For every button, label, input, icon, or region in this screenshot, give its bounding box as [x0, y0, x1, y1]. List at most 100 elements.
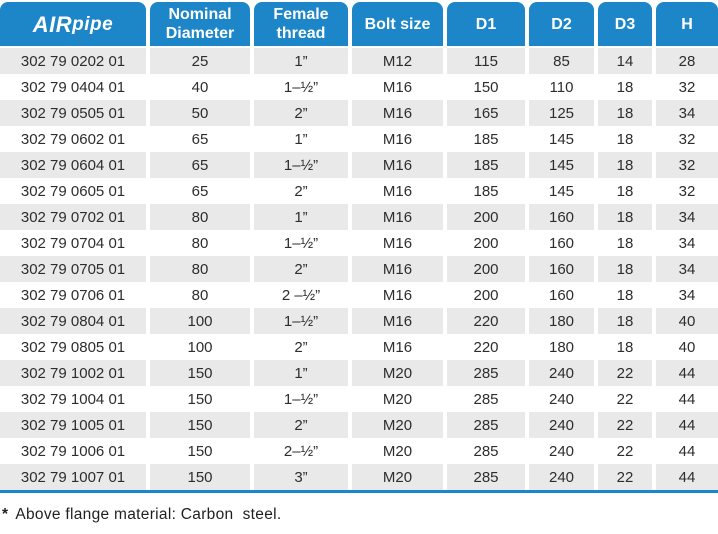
table-row: 302 79 0704 01 80 1–½” M16 200 160 18 34 — [0, 230, 718, 256]
value-cell: 34 — [656, 256, 718, 282]
value-cell: 240 — [529, 464, 594, 490]
value-cell: 2” — [254, 256, 348, 282]
table-row: 302 79 0805 01 100 2” M16 220 180 18 40 — [0, 334, 718, 360]
value-cell: 180 — [529, 308, 594, 334]
value-cell: M20 — [352, 360, 443, 386]
value-cell: 18 — [598, 100, 652, 126]
value-cell: 200 — [447, 256, 525, 282]
col-header-bolt-size: Bolt size — [352, 2, 443, 46]
table-header-row: AIR pipe Nominal Diameter Female thread B… — [0, 2, 718, 46]
value-cell: 1–½” — [254, 152, 348, 178]
value-cell: 18 — [598, 282, 652, 308]
value-cell: 220 — [447, 308, 525, 334]
value-cell: 80 — [150, 230, 250, 256]
value-cell: 28 — [656, 48, 718, 74]
table-body: 302 79 0202 01 25 1” M12 115 85 14 28 302 79 040… — [0, 48, 718, 490]
value-cell: 1” — [254, 126, 348, 152]
airpipe-logo-air: AIR — [32, 11, 73, 37]
value-cell: 44 — [656, 438, 718, 464]
table-row: 302 79 1005 01 150 2” M20 285 240 22 44 — [0, 412, 718, 438]
table-row: 302 79 0604 01 65 1–½” M16 185 145 18 32 — [0, 152, 718, 178]
table-row: 302 79 1004 01 150 1–½” M20 285 240 22 44 — [0, 386, 718, 412]
value-cell: 150 — [447, 74, 525, 100]
value-cell: 160 — [529, 282, 594, 308]
value-cell: 240 — [529, 360, 594, 386]
part-number-cell: 302 79 1007 01 — [0, 464, 146, 490]
airpipe-logo: AIR pipe — [0, 2, 146, 46]
value-cell: M16 — [352, 152, 443, 178]
value-cell: 65 — [150, 126, 250, 152]
value-cell: 160 — [529, 204, 594, 230]
part-number-cell: 302 79 0804 01 — [0, 308, 146, 334]
part-number-cell: 302 79 0706 01 — [0, 282, 146, 308]
value-cell: 150 — [150, 438, 250, 464]
part-number-cell: 302 79 0805 01 — [0, 334, 146, 360]
table-row: 302 79 0505 01 50 2” M16 165 125 18 34 — [0, 100, 718, 126]
value-cell: 110 — [529, 74, 594, 100]
table-bottom-rule — [0, 490, 718, 493]
value-cell: 25 — [150, 48, 250, 74]
table-row: 302 79 0605 01 65 2” M16 185 145 18 32 — [0, 178, 718, 204]
col-header-nominal-diameter: Nominal Diameter — [150, 2, 250, 46]
value-cell: M16 — [352, 334, 443, 360]
value-cell: 32 — [656, 74, 718, 100]
part-number-cell: 302 79 0605 01 — [0, 178, 146, 204]
part-number-cell: 302 79 0604 01 — [0, 152, 146, 178]
value-cell: 2” — [254, 100, 348, 126]
part-number-cell: 302 79 1006 01 — [0, 438, 146, 464]
value-cell: 2 –½” — [254, 282, 348, 308]
value-cell: 18 — [598, 204, 652, 230]
value-cell: 22 — [598, 464, 652, 490]
value-cell: 185 — [447, 178, 525, 204]
value-cell: 22 — [598, 386, 652, 412]
airpipe-logo-pipe: pipe — [72, 13, 114, 35]
value-cell: 50 — [150, 100, 250, 126]
value-cell: 40 — [656, 308, 718, 334]
value-cell: 150 — [150, 412, 250, 438]
value-cell: M16 — [352, 256, 443, 282]
value-cell: 240 — [529, 438, 594, 464]
value-cell: 18 — [598, 256, 652, 282]
value-cell: 1–½” — [254, 74, 348, 100]
part-number-cell: 302 79 0505 01 — [0, 100, 146, 126]
value-cell: 125 — [529, 100, 594, 126]
value-cell: 44 — [656, 464, 718, 490]
value-cell: 100 — [150, 308, 250, 334]
value-cell: 285 — [447, 412, 525, 438]
value-cell: 18 — [598, 230, 652, 256]
value-cell: 40 — [656, 334, 718, 360]
table-row: 302 79 0706 01 80 2 –½” M16 200 160 18 34 — [0, 282, 718, 308]
value-cell: 18 — [598, 308, 652, 334]
value-cell: 240 — [529, 412, 594, 438]
value-cell: 200 — [447, 204, 525, 230]
value-cell: 32 — [656, 126, 718, 152]
value-cell: 14 — [598, 48, 652, 74]
value-cell: 22 — [598, 412, 652, 438]
value-cell: M20 — [352, 412, 443, 438]
footnote: * Above flange material: Carbon steel. — [2, 506, 718, 524]
value-cell: 3” — [254, 464, 348, 490]
value-cell: 285 — [447, 438, 525, 464]
value-cell: 80 — [150, 282, 250, 308]
table-row: 302 79 1002 01 150 1” M20 285 240 22 44 — [0, 360, 718, 386]
value-cell: 2–½” — [254, 438, 348, 464]
part-number-cell: 302 79 0702 01 — [0, 204, 146, 230]
value-cell: 240 — [529, 386, 594, 412]
value-cell: 200 — [447, 230, 525, 256]
value-cell: 18 — [598, 74, 652, 100]
value-cell: 1–½” — [254, 308, 348, 334]
value-cell: 2” — [254, 178, 348, 204]
value-cell: 85 — [529, 48, 594, 74]
value-cell: 34 — [656, 230, 718, 256]
flange-dimensions-table: AIR pipe Nominal Diameter Female thread B… — [0, 2, 718, 493]
table-row: 302 79 1006 01 150 2–½” M20 285 240 22 44 — [0, 438, 718, 464]
value-cell: 165 — [447, 100, 525, 126]
value-cell: 185 — [447, 152, 525, 178]
value-cell: 18 — [598, 334, 652, 360]
part-number-cell: 302 79 1005 01 — [0, 412, 146, 438]
value-cell: 100 — [150, 334, 250, 360]
col-header-d3: D3 — [598, 2, 652, 46]
value-cell: 150 — [150, 386, 250, 412]
value-cell: 18 — [598, 126, 652, 152]
